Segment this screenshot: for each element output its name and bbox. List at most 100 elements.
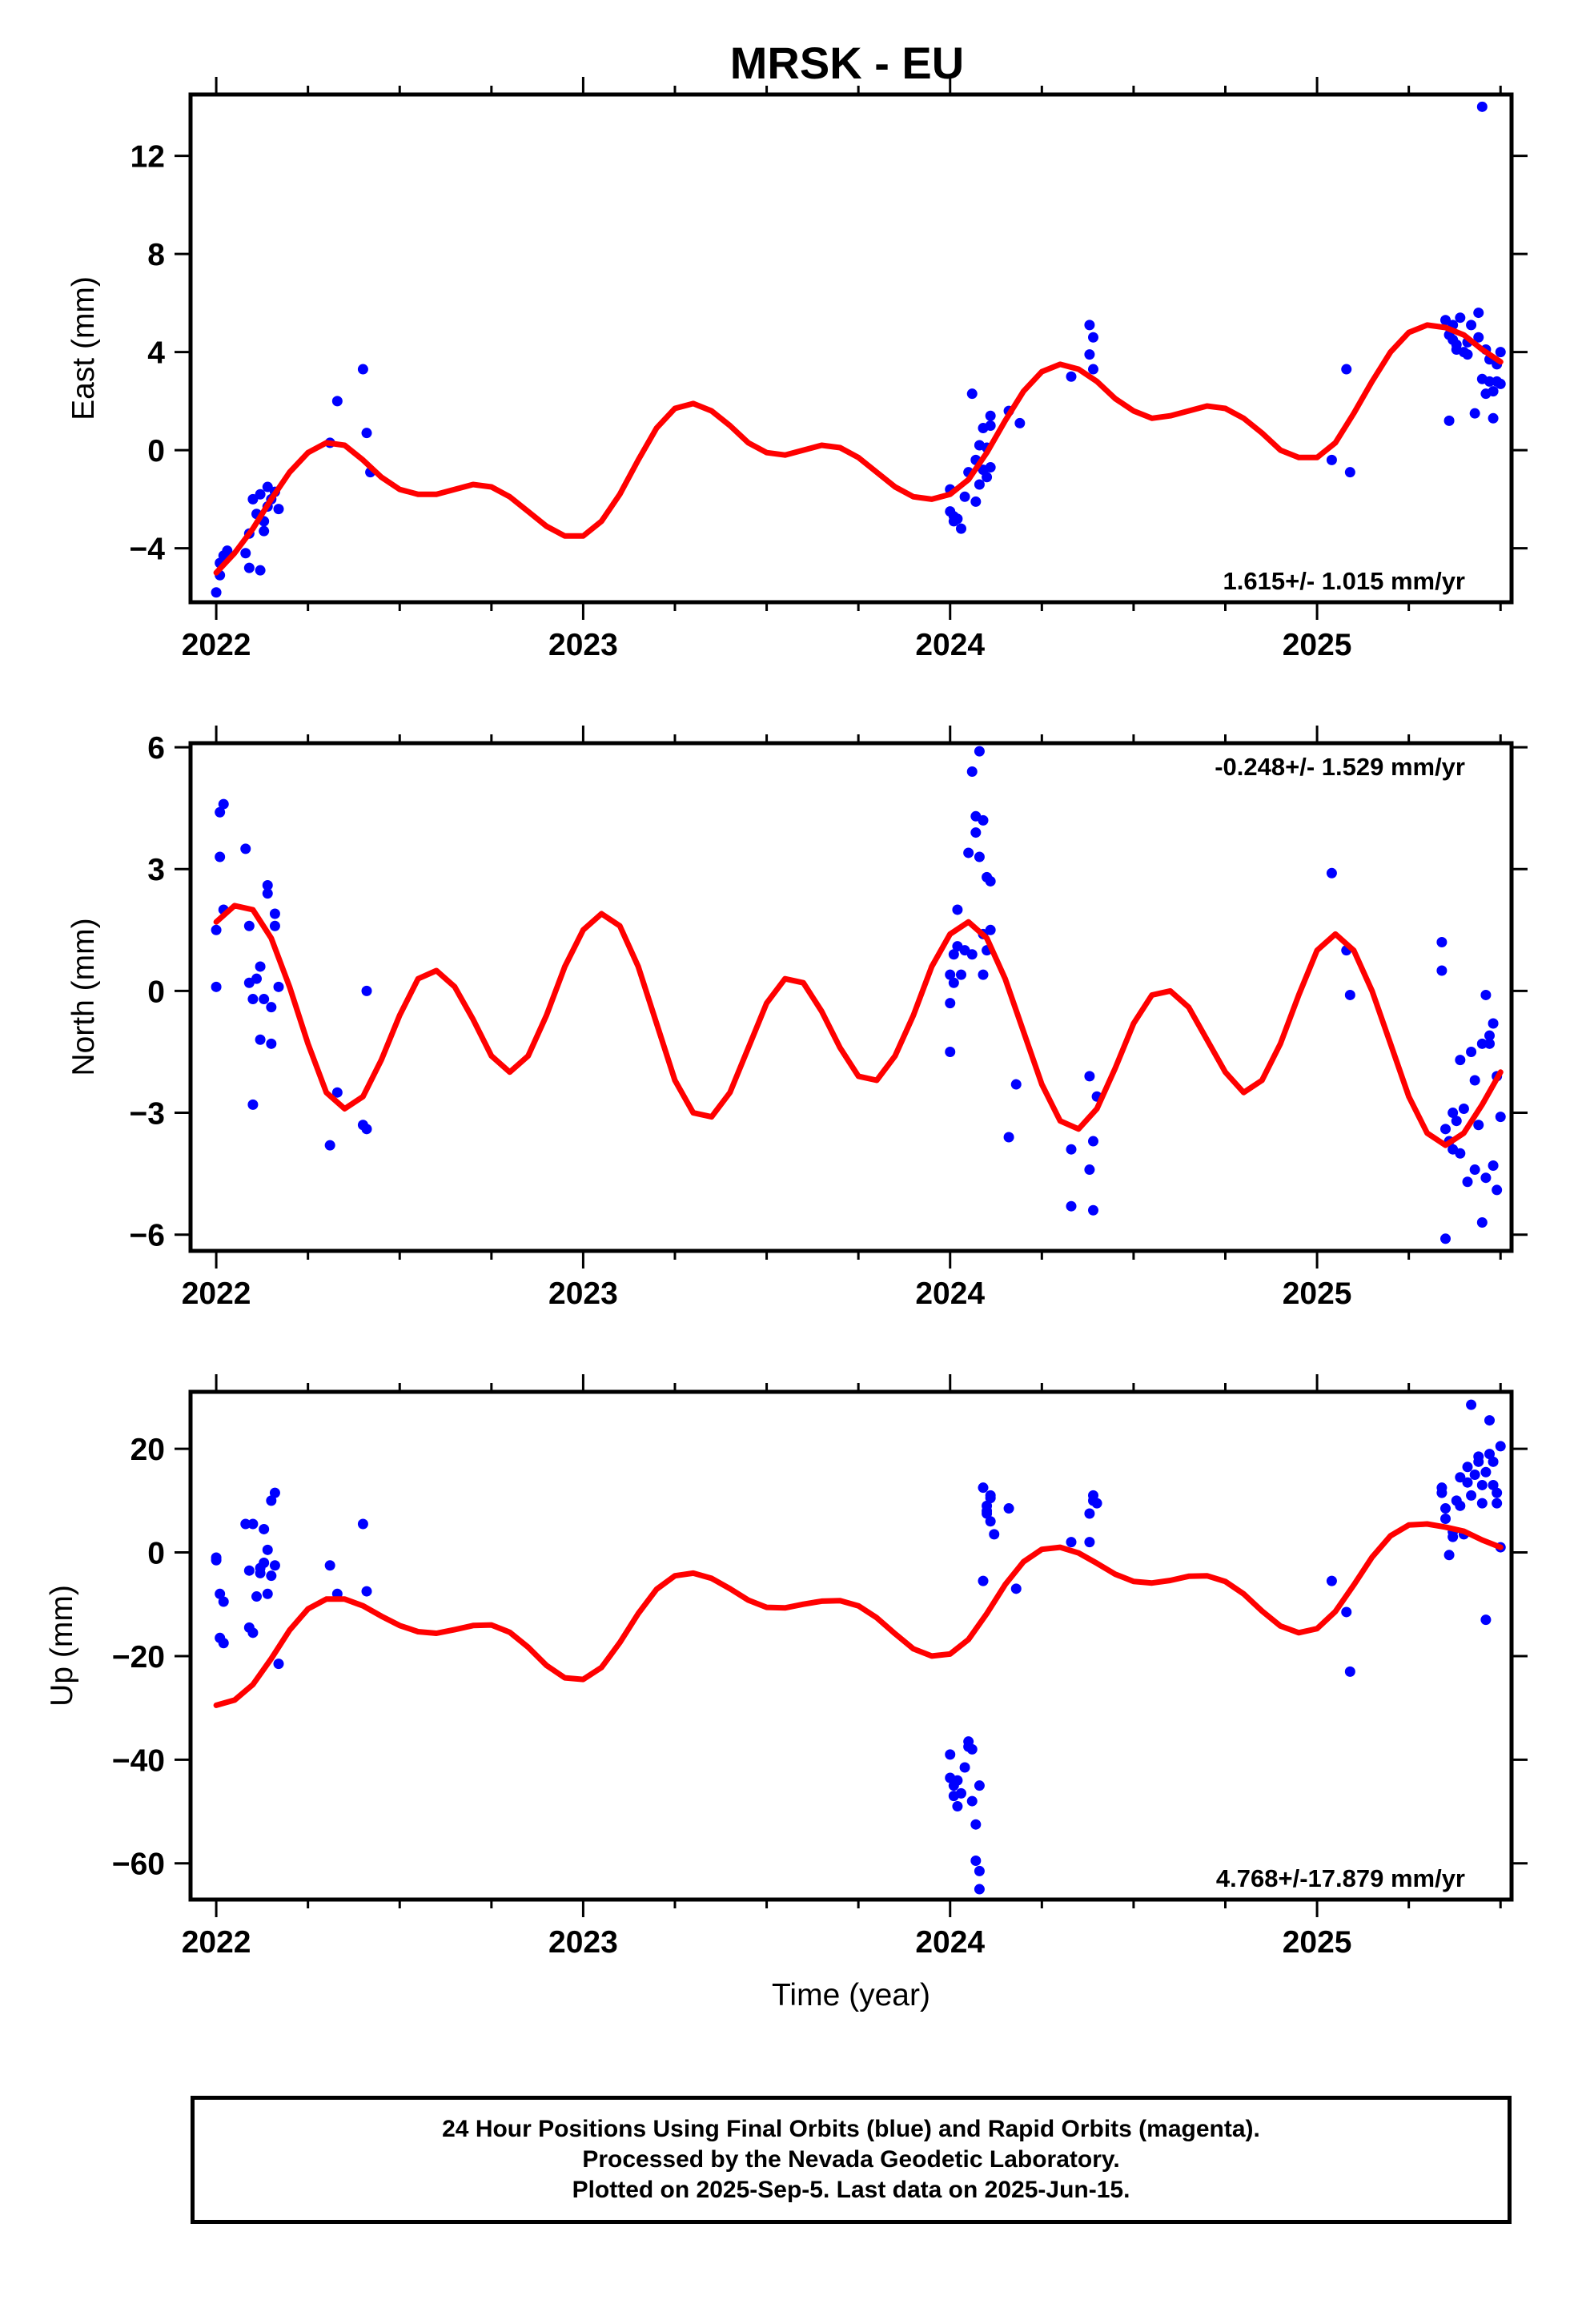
- data-point: [1451, 1116, 1462, 1127]
- data-point: [966, 1795, 978, 1807]
- data-point: [215, 851, 226, 862]
- data-point: [247, 1627, 259, 1638]
- data-point: [982, 1508, 993, 1519]
- data-point: [251, 973, 262, 984]
- data-point: [1462, 1477, 1473, 1488]
- data-point: [361, 1586, 372, 1597]
- data-point: [970, 1855, 982, 1866]
- data-point: [357, 364, 368, 375]
- data-point: [1484, 1415, 1495, 1426]
- data-point: [211, 587, 222, 598]
- data-point: [1476, 1479, 1488, 1490]
- data-point: [1469, 1075, 1480, 1086]
- data-point: [956, 1787, 966, 1799]
- data-point: [1341, 1606, 1352, 1618]
- data-point: [1495, 347, 1506, 358]
- data-point: [1010, 1079, 1022, 1090]
- data-point: [1344, 989, 1355, 1000]
- data-point: [966, 1743, 978, 1755]
- data-point: [218, 798, 229, 810]
- data-point: [1495, 1441, 1506, 1452]
- data-point: [1473, 1456, 1484, 1467]
- data-point: [945, 1046, 956, 1057]
- y-tick-label: −6: [130, 1219, 165, 1253]
- data-point: [247, 493, 259, 505]
- data-point: [1488, 1160, 1499, 1171]
- data-point: [945, 998, 956, 1009]
- data-point: [324, 1560, 335, 1571]
- y-tick-label: −3: [130, 1097, 165, 1132]
- data-point: [1484, 376, 1495, 387]
- data-point: [1469, 408, 1480, 419]
- data-point: [952, 1775, 963, 1786]
- data-point: [218, 1638, 229, 1649]
- data-point: [1440, 1514, 1451, 1524]
- footer-line-orbits: 24 Hour Positions Using Final Orbits (bl…: [442, 2116, 1260, 2142]
- footer-caption-box: 24 Hour Positions Using Final Orbits (bl…: [191, 2096, 1512, 2224]
- data-point: [1480, 1614, 1492, 1626]
- x-tick-label: 2023: [548, 1925, 618, 1960]
- x-tick-label: 2023: [548, 1277, 618, 1311]
- y-tick-label: 4: [147, 336, 165, 371]
- data-point: [1084, 1164, 1095, 1176]
- velocity-annotation: 4.768+/-17.879 mm/yr: [1216, 1864, 1465, 1892]
- data-point: [952, 1801, 963, 1812]
- data-point: [1466, 320, 1477, 331]
- data-point: [243, 920, 255, 931]
- data-point: [985, 1493, 996, 1504]
- data-point: [1488, 412, 1499, 424]
- x-tick-label: 2022: [182, 1925, 251, 1960]
- data-point: [1462, 1462, 1473, 1473]
- data-point: [1455, 1500, 1466, 1511]
- data-point: [1495, 1112, 1506, 1123]
- data-point: [1488, 1456, 1499, 1467]
- data-point: [966, 388, 978, 400]
- data-point: [1488, 1018, 1499, 1029]
- data-point: [1455, 1055, 1466, 1066]
- data-point: [948, 949, 959, 960]
- data-point: [985, 924, 996, 935]
- data-point: [1084, 1537, 1095, 1548]
- data-point: [1003, 1503, 1014, 1514]
- data-point: [1466, 1046, 1477, 1057]
- data-point: [273, 981, 284, 992]
- data-point: [1436, 937, 1447, 948]
- data-point: [1088, 332, 1098, 343]
- data-point: [1014, 417, 1026, 428]
- data-point: [251, 1591, 262, 1602]
- data-point: [1091, 1498, 1102, 1509]
- data-point: [1088, 364, 1098, 375]
- data-point: [255, 489, 266, 500]
- data-point: [1492, 1184, 1503, 1196]
- y-axis-label: East (mm): [66, 276, 101, 420]
- data-point: [974, 1865, 985, 1876]
- footer-line-plotted: Plotted on 2025-Sep-5. Last data on 2025…: [572, 2177, 1130, 2203]
- chart-title: MRSK - EU: [730, 38, 964, 88]
- data-point: [240, 843, 251, 854]
- data-point: [1469, 1164, 1480, 1176]
- data-point: [255, 565, 266, 576]
- x-tick-label: 2025: [1283, 628, 1352, 662]
- data-point: [273, 1659, 284, 1670]
- data-point: [952, 513, 963, 525]
- data-point: [1476, 1498, 1488, 1509]
- data-point: [259, 1557, 270, 1568]
- data-point: [974, 1884, 985, 1895]
- data-point: [1480, 1172, 1492, 1184]
- y-tick-label: 20: [130, 1433, 165, 1467]
- data-point: [240, 1518, 251, 1530]
- data-point: [1344, 1666, 1355, 1677]
- data-point: [1466, 1490, 1477, 1501]
- data-point: [945, 1749, 956, 1760]
- y-tick-label: 6: [147, 731, 165, 766]
- y-tick-label: 12: [130, 140, 165, 175]
- data-point: [1440, 315, 1451, 326]
- data-point: [1447, 1531, 1459, 1542]
- data-point: [262, 481, 273, 493]
- data-point: [1476, 1038, 1488, 1049]
- data-point: [266, 1495, 277, 1506]
- x-tick-label: 2024: [915, 1925, 985, 1960]
- data-point: [1455, 1472, 1466, 1483]
- data-point: [978, 1482, 989, 1494]
- data-point: [1088, 1136, 1098, 1147]
